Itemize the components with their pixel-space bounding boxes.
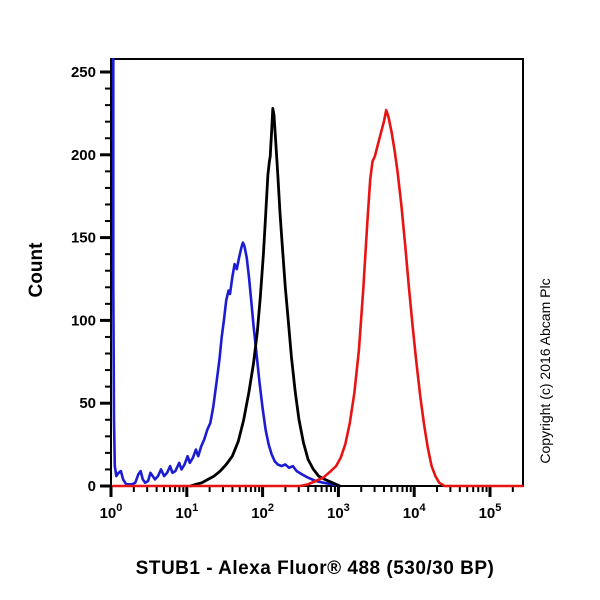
y-tick-label: 250 <box>71 64 96 81</box>
y-tick-label: 100 <box>71 312 96 329</box>
x-tick-label: 101 <box>175 502 198 522</box>
copyright-text: Copyright (c) 2016 Abcam Plc <box>537 278 553 464</box>
x-tick-label: 103 <box>327 502 350 522</box>
blue-curve <box>112 58 342 488</box>
y-tick-label: 150 <box>71 230 96 247</box>
y-tick-label: 0 <box>88 478 96 495</box>
plot-border <box>110 58 524 487</box>
y-tick-label: 200 <box>71 147 96 164</box>
y-axis-title: Count <box>26 242 47 298</box>
x-axis-title: STUB1 - Alexa Fluor® 488 (530/30 BP) <box>135 558 495 579</box>
x-tick-label: 104 <box>403 502 427 522</box>
red-curve <box>112 108 524 488</box>
x-tick-label: 105 <box>479 502 502 522</box>
x-tick-label: 100 <box>100 502 123 522</box>
y-tick-label: 50 <box>79 395 96 412</box>
x-tick-label: 102 <box>251 502 274 522</box>
black-curve <box>189 107 342 488</box>
